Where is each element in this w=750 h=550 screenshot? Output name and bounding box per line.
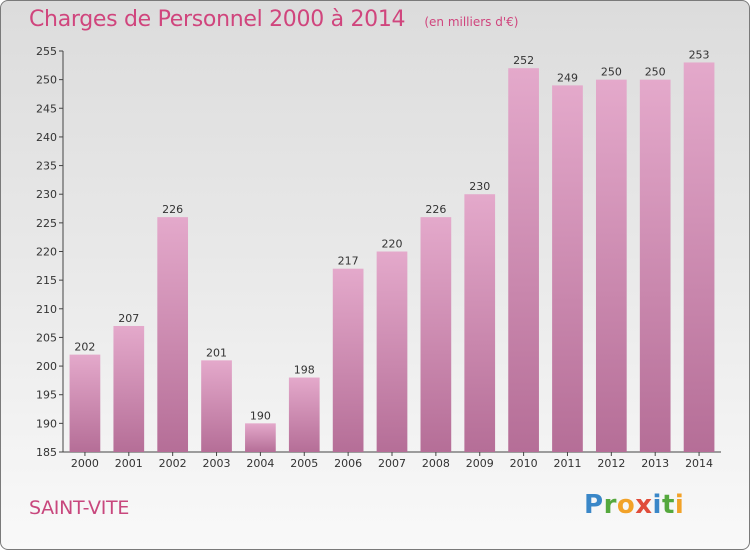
x-tick-label: 2008	[422, 457, 450, 470]
logo-letter: P	[584, 490, 604, 520]
x-tick-label: 2006	[334, 457, 362, 470]
bar	[376, 251, 408, 452]
data-label: 226	[425, 203, 446, 216]
x-tick-label: 2013	[641, 457, 669, 470]
y-tick-label: 185	[36, 446, 57, 459]
x-tick-label: 2001	[115, 457, 143, 470]
data-label: 250	[645, 66, 666, 79]
bar	[464, 194, 496, 452]
logo-letter: i	[652, 490, 662, 520]
bar	[157, 217, 189, 452]
logo-letter: o	[616, 490, 636, 520]
chart-unit: (en milliers d'€)	[424, 15, 519, 29]
data-label: 253	[689, 48, 710, 61]
title-row: Charges de Personnel 2000 à 2014 (en mil…	[29, 7, 518, 32]
data-label: 230	[469, 180, 490, 193]
y-tick-label: 230	[36, 188, 57, 201]
bar	[595, 79, 627, 453]
y-tick-label: 255	[36, 45, 57, 58]
y-tick-label: 210	[36, 303, 57, 316]
proxiti-logo[interactable]: Proxiti	[584, 490, 684, 520]
x-tick-label: 2002	[159, 457, 187, 470]
x-tick-label: 2011	[553, 457, 581, 470]
y-tick-label: 245	[36, 102, 57, 115]
data-label: 249	[557, 71, 578, 84]
data-label: 250	[601, 66, 622, 79]
data-label: 201	[206, 346, 227, 359]
bar	[288, 377, 320, 452]
y-axis: 185 190 195 200 205 210 215 220 225 230 235 240 245 2…	[36, 45, 64, 459]
bars	[69, 62, 715, 453]
y-tick-label: 220	[36, 246, 57, 259]
y-tick-label: 225	[36, 217, 57, 230]
x-tick-label: 2000	[71, 457, 99, 470]
data-label: 190	[250, 409, 271, 422]
y-tick-label: 240	[36, 131, 57, 144]
x-tick-label: 2012	[597, 457, 625, 470]
y-tick-label: 195	[36, 389, 57, 402]
bar	[639, 79, 671, 453]
y-tick-label: 215	[36, 274, 57, 287]
y-tick-label: 190	[36, 417, 57, 430]
y-tick-label: 235	[36, 160, 57, 173]
logo-letter: r	[603, 490, 617, 520]
x-tick-label: 2009	[466, 457, 494, 470]
x-tick-label: 2004	[246, 457, 274, 470]
x-tick-label: 2014	[685, 457, 713, 470]
data-label: 220	[382, 238, 403, 251]
bar	[552, 85, 583, 452]
y-tick-label: 205	[36, 331, 57, 344]
bar	[69, 354, 101, 452]
bar	[683, 62, 715, 452]
x-tick-label: 2003	[203, 457, 231, 470]
data-label: 252	[513, 54, 534, 67]
bar	[201, 360, 232, 452]
data-label: 217	[338, 255, 359, 268]
bar	[332, 268, 364, 452]
logo-letter: x	[635, 490, 653, 520]
x-axis: 2000 2001 2002 2003 2004 2005 2006 2007 2008 2009…	[63, 451, 721, 470]
value-labels: 202 207 226 201 190 198 217 220 226 230 252 249 250 2…	[74, 48, 709, 422]
y-tick-label: 200	[36, 360, 57, 373]
data-label: 198	[294, 364, 315, 377]
bar	[113, 325, 145, 452]
data-label: 207	[118, 312, 139, 325]
x-tick-label: 2010	[510, 457, 538, 470]
x-tick-label: 2007	[378, 457, 406, 470]
data-label: 202	[74, 341, 95, 354]
chart-title: Charges de Personnel 2000 à 2014	[29, 7, 406, 32]
y-tick-label: 250	[36, 74, 57, 87]
logo-letter: t	[661, 490, 675, 520]
logo-letter: i	[674, 490, 685, 520]
bar	[508, 68, 539, 452]
bar	[245, 423, 276, 452]
bar	[420, 217, 452, 452]
data-label: 226	[162, 203, 183, 216]
x-tick-label: 2005	[290, 457, 318, 470]
city-name: SAINT-VITE	[29, 497, 130, 519]
